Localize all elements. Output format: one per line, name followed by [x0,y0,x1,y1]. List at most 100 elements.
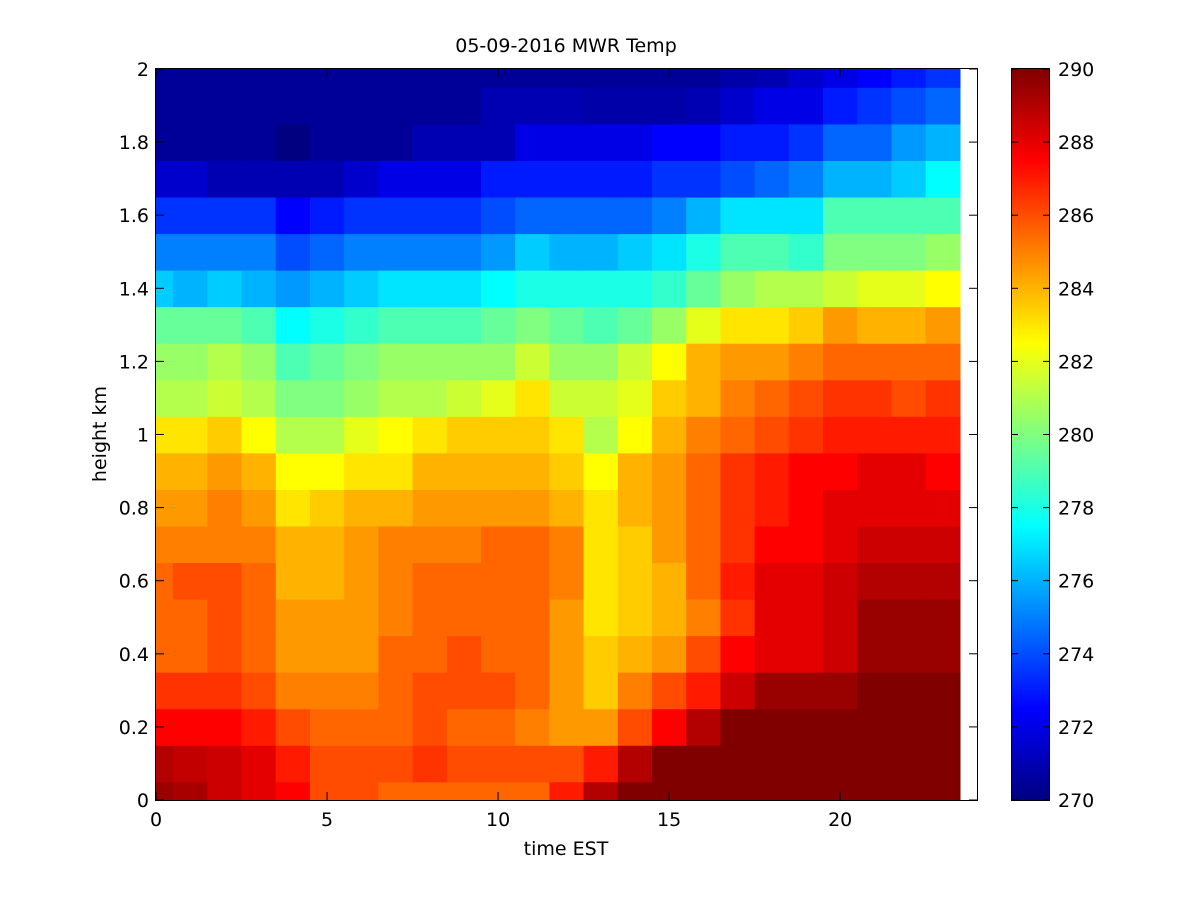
heatmap-cell [652,123,687,161]
heatmap-cell [686,343,722,381]
heatmap-cell [173,598,208,637]
heatmap-cell [207,708,243,746]
heatmap-cell [720,379,756,417]
heatmap-cell [823,270,858,308]
heatmap-cell [652,598,687,637]
heatmap-cell [686,598,722,637]
heatmap-cell [480,306,516,344]
heatmap-cell [788,452,824,490]
heatmap-cell [156,489,174,527]
heatmap-cell [480,379,516,417]
heatmap-cell [788,343,824,381]
heatmap-cell [446,379,482,417]
heatmap-cell [754,489,790,527]
heatmap-cell [378,69,414,88]
heatmap-cell [788,416,824,454]
heatmap-cell [788,160,824,198]
heatmap-cell [583,672,619,710]
heatmap-cell [275,123,311,161]
heatmap-cell [823,87,858,125]
x-tick-label: 0 [150,809,162,831]
heatmap-cell [344,160,379,198]
x-tick-label: 15 [657,809,681,831]
heatmap-cell [344,306,379,344]
heatmap-cell [720,306,756,344]
heatmap-cell [446,781,482,801]
heatmap-cell [446,525,482,564]
heatmap-cell [378,416,414,454]
heatmap-cell [754,87,790,125]
heatmap-cell [925,781,961,801]
heatmap-cell [515,343,550,381]
heatmap-cell [891,781,927,801]
y-tick-label: 1 [137,425,149,447]
heatmap-cell [275,562,311,600]
heatmap-cell [754,781,790,801]
heatmap-cell [617,598,653,637]
heatmap-cell [275,416,311,454]
heatmap-cell [583,598,619,637]
heatmap-cell [617,489,653,527]
heatmap-cell [925,745,961,783]
heatmap-cell [686,416,722,454]
heatmap-cell [378,489,414,527]
heatmap-cell [549,489,585,527]
heatmap-cell [173,635,208,673]
heatmap-cell [378,562,414,600]
heatmap-cell [275,160,311,198]
heatmap-cell [617,123,653,161]
heatmap-cell [686,781,722,801]
heatmap-cell [207,452,243,490]
heatmap-cell [480,562,516,600]
heatmap-cell [617,708,653,746]
heatmap-cell [823,343,858,381]
heatmap-cell [446,745,482,783]
heatmap-cell [823,781,858,801]
heatmap-cell [515,708,550,746]
heatmap-cell [891,270,927,308]
heatmap-cell [823,635,858,673]
heatmap-cell [823,123,858,161]
colorbar-tick-label: 276 [1058,571,1094,593]
heatmap-cell [891,562,927,600]
heatmap-cell [925,489,961,527]
heatmap-cell [720,452,756,490]
heatmap-cell [275,525,311,564]
heatmap-cell [207,416,243,454]
heatmap-cell [583,196,619,235]
heatmap-cell [857,416,893,454]
heatmap-cell [446,708,482,746]
heatmap-cell [686,489,722,527]
heatmap-cell [583,270,619,308]
colorbar-tick-label: 270 [1058,790,1094,812]
heatmap-cell [652,562,687,600]
heatmap-cell [583,343,619,381]
heatmap-cell [207,781,243,801]
heatmap-cell [891,525,927,564]
heatmap-cell [891,672,927,710]
heatmap-cell [446,123,482,161]
heatmap-cell [156,452,174,490]
heatmap-cell [446,416,482,454]
heatmap-cells [156,69,961,801]
heatmap-cell [652,160,687,198]
heatmap-cell [652,379,687,417]
heatmap-cell [241,160,277,198]
heatmap-cell [823,489,858,527]
heatmap-cell [857,598,893,637]
heatmap-cell [857,270,893,308]
heatmap-cell [857,745,893,783]
heatmap-cell [173,123,208,161]
heatmap-cell [857,343,893,381]
heatmap-cell [173,452,208,490]
heatmap-cell [891,343,927,381]
heatmap-cell [446,562,482,600]
heatmap-cell [754,379,790,417]
heatmap-cell [925,379,961,417]
heatmap-cell [309,452,345,490]
heatmap-cell [275,745,311,783]
y-tick-label: 1.2 [119,351,149,373]
heatmap-cell [857,160,893,198]
heatmap-cell [720,562,756,600]
heatmap-cell [652,343,687,381]
